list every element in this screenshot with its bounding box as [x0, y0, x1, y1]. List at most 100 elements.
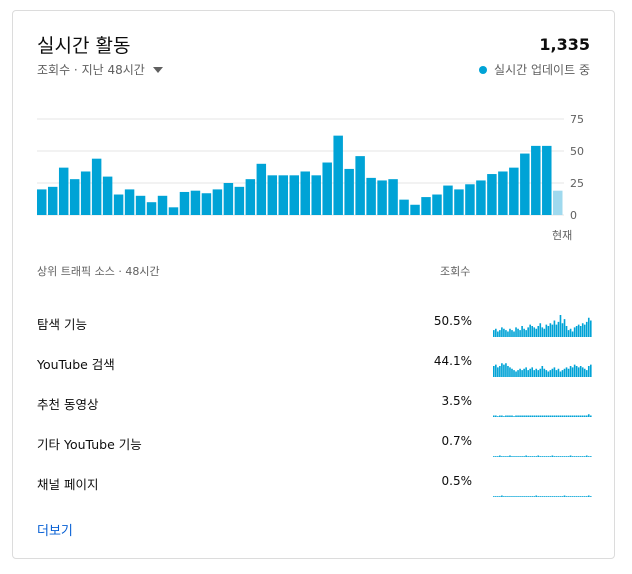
bar[interactable]: [113, 194, 124, 215]
sparkline-bar: [549, 370, 552, 377]
bar[interactable]: [190, 190, 201, 215]
sparkline-bar: [503, 456, 505, 457]
sparkline-bar: [505, 363, 507, 377]
bar[interactable]: [388, 179, 398, 215]
bar[interactable]: [234, 186, 245, 215]
traffic-source-row[interactable]: 탐색 기능 50.5%: [37, 307, 592, 337]
bar[interactable]: [421, 197, 431, 215]
bar[interactable]: [58, 167, 69, 215]
bar[interactable]: [465, 184, 475, 215]
bar[interactable]: [223, 183, 234, 215]
bar[interactable]: [454, 189, 464, 215]
traffic-source-row[interactable]: 기타 YouTube 기능 0.7%: [37, 427, 592, 457]
bar[interactable]: [344, 168, 354, 215]
bar[interactable]: [333, 135, 343, 215]
bar[interactable]: [245, 179, 256, 215]
bar[interactable]: [520, 153, 530, 215]
bar[interactable]: [91, 158, 102, 215]
bar[interactable]: [201, 193, 212, 215]
bar[interactable]: [135, 195, 146, 215]
sparkline-bar: [545, 496, 548, 497]
bar[interactable]: [157, 195, 168, 215]
bar[interactable]: [531, 145, 541, 215]
period-label: 조회수 · 지난 48시간: [37, 63, 145, 77]
sparkline-bar: [515, 327, 517, 337]
bar[interactable]: [377, 180, 387, 215]
sparkline-bar: [559, 315, 562, 337]
sparkline-bar: [585, 496, 588, 497]
sparkline-bar: [499, 415, 501, 417]
sparkline-bar: [575, 366, 578, 377]
sparkline-bar: [565, 326, 568, 337]
traffic-source-row[interactable]: 추천 동영상 3.5%: [37, 387, 592, 417]
sparkline-bar: [585, 370, 588, 377]
bar[interactable]: [443, 185, 453, 215]
bar[interactable]: [146, 202, 157, 215]
bar[interactable]: [80, 171, 91, 215]
bar[interactable]: [267, 175, 278, 215]
sparkline-bar: [511, 496, 513, 497]
sparkline-bar: [549, 323, 552, 337]
sparkline-bar: [567, 496, 570, 497]
bar[interactable]: [399, 199, 409, 215]
bar[interactable]: [542, 145, 552, 215]
sparkline-bar: [589, 456, 592, 457]
sparkline-bar: [527, 370, 529, 377]
bar[interactable]: [168, 207, 179, 215]
bar[interactable]: [212, 189, 223, 215]
sparkline-bar: [561, 323, 564, 337]
sparkline-bar: [533, 327, 536, 337]
bar[interactable]: [432, 194, 442, 215]
bar[interactable]: [69, 179, 80, 215]
bar[interactable]: [410, 204, 420, 215]
bar[interactable]: [311, 175, 321, 215]
bar[interactable]: [322, 162, 332, 215]
sparkline-bar: [573, 327, 576, 337]
sparkline-bar: [551, 324, 554, 337]
bar[interactable]: [102, 176, 113, 215]
bar[interactable]: [366, 177, 376, 215]
sparkline-bar: [567, 368, 570, 377]
sparkline-bar: [539, 415, 542, 417]
sparkline-bar: [521, 370, 523, 377]
bar[interactable]: [355, 156, 365, 215]
bar[interactable]: [476, 180, 486, 215]
sparkline-bar: [523, 328, 525, 337]
sparkline-bar: [577, 456, 580, 457]
traffic-sparkline: [493, 495, 592, 497]
sparkline-bar: [575, 326, 578, 337]
sparkline-bar: [549, 496, 552, 497]
bar[interactable]: [487, 174, 497, 215]
sparkline-bar: [551, 496, 554, 497]
bar[interactable]: [498, 171, 508, 215]
sparkline-bar: [555, 496, 558, 497]
sparkline-bar: [543, 496, 546, 497]
bar-current[interactable]: [553, 190, 563, 215]
sparkline-bar: [509, 455, 511, 457]
period-dropdown[interactable]: 조회수 · 지난 48시간: [37, 61, 163, 78]
sparkline-bar: [525, 367, 527, 377]
sparkline-bar: [533, 415, 536, 417]
bar[interactable]: [509, 167, 519, 215]
bar[interactable]: [300, 171, 310, 215]
sparkline-bar: [495, 364, 497, 377]
traffic-source-row[interactable]: 채널 페이지 0.5%: [37, 467, 592, 497]
bar[interactable]: [179, 191, 190, 215]
traffic-source-row[interactable]: YouTube 검색 44.1%: [37, 347, 592, 377]
sparkline-bar: [547, 415, 550, 417]
sparkline-bar: [505, 456, 507, 457]
bar[interactable]: [278, 175, 289, 215]
sparkline-bar: [569, 328, 572, 337]
bar[interactable]: [256, 163, 267, 215]
sparkline-bar: [505, 415, 507, 417]
bar[interactable]: [37, 189, 47, 215]
bar[interactable]: [289, 175, 299, 215]
bar[interactable]: [124, 189, 135, 215]
sparkline-bar: [515, 496, 517, 497]
sparkline-bar: [545, 415, 548, 417]
sparkline-bar: [517, 370, 519, 377]
x-end-label: 현재: [552, 229, 572, 242]
bar[interactable]: [47, 186, 58, 215]
sparkline-bar: [583, 496, 586, 497]
see-more-link[interactable]: 더보기: [37, 524, 73, 539]
